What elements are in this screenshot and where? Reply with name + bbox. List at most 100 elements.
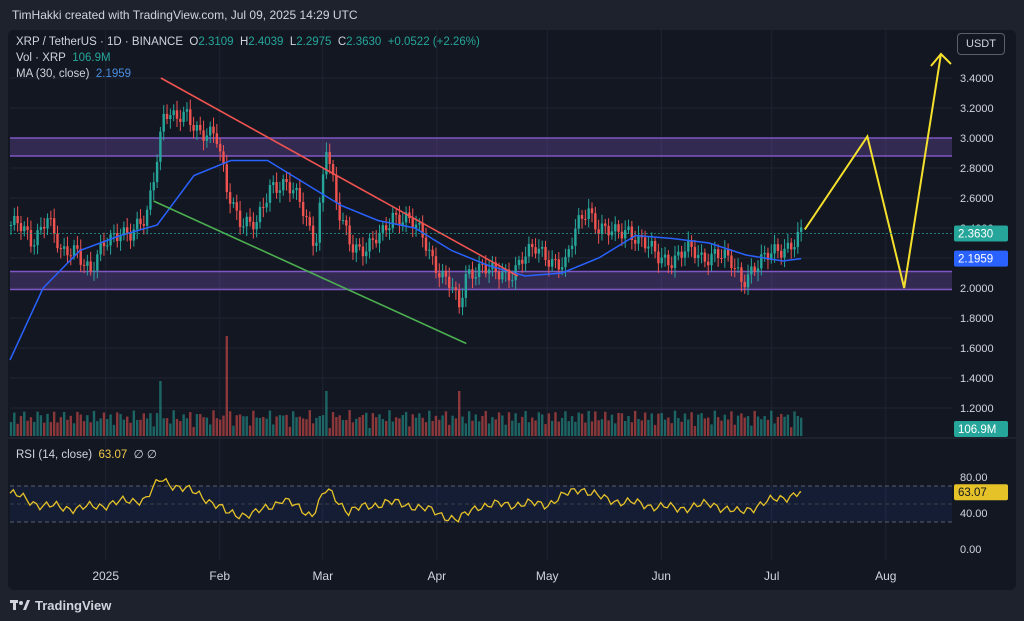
volume-bar <box>428 410 431 436</box>
candle-body <box>687 240 690 252</box>
time-tick-label: Mar <box>312 569 333 583</box>
candle-body <box>760 254 763 269</box>
candle-body <box>19 223 23 232</box>
candle-body <box>524 256 527 264</box>
volume-bar <box>165 418 169 436</box>
last-price-label: 2.3630 <box>958 229 993 241</box>
ma-label: MA (30, close) <box>16 68 90 80</box>
volume-bar <box>175 418 179 436</box>
rsi-pane <box>9 477 952 523</box>
candle-body <box>414 224 418 229</box>
volume-bar <box>202 417 205 436</box>
candle-body <box>501 272 504 280</box>
volume-bar <box>471 420 474 436</box>
candle-body <box>550 259 554 267</box>
volume-bar <box>746 416 750 436</box>
candle-body <box>212 126 215 134</box>
candle-body <box>418 222 421 225</box>
volume-bar <box>448 424 451 436</box>
candle-body <box>135 218 139 230</box>
candle-body <box>142 224 145 226</box>
candle-body <box>746 274 750 288</box>
volume-bar <box>524 411 527 436</box>
legend-symbol: XRP / TetherUS · 1D · BINANCE O2.3109 H2… <box>16 36 480 48</box>
open-value: 2.3109 <box>198 36 234 48</box>
volume-bar <box>570 416 574 436</box>
candle-body <box>531 243 534 248</box>
candle-body <box>527 243 531 257</box>
volume-bar <box>394 417 398 436</box>
candle-body <box>537 248 541 254</box>
volume-bar <box>597 420 600 436</box>
candle-body <box>205 135 209 141</box>
volume-bar <box>301 418 305 436</box>
volume-bar <box>381 419 385 436</box>
candle-body <box>365 251 368 257</box>
volume-bar <box>205 417 209 436</box>
candle-body <box>703 252 707 262</box>
volume-bar <box>96 421 99 436</box>
volume-bar <box>750 425 753 436</box>
time-tick-label: May <box>536 569 559 583</box>
candle-body <box>667 254 670 266</box>
candle-body <box>172 110 175 116</box>
volume-bar <box>338 415 341 436</box>
candle-body <box>258 206 262 223</box>
volume-bar <box>62 411 66 436</box>
volume-bar <box>723 414 726 436</box>
volume-bar <box>169 423 172 436</box>
candle-body <box>165 113 169 119</box>
price-tick-label: 3.4000 <box>960 73 994 85</box>
currency-button[interactable]: USDT <box>957 33 1005 55</box>
volume-bar <box>424 422 428 436</box>
projection-path <box>803 53 942 289</box>
chart-panel[interactable] <box>8 30 1016 590</box>
candle-body <box>331 163 335 175</box>
volume-bar <box>677 417 680 436</box>
volume-bar <box>617 412 620 436</box>
price-tick-label: 2.6000 <box>960 193 994 205</box>
candle-body <box>700 252 703 255</box>
volume-bar <box>82 421 86 436</box>
volume-bar <box>388 410 391 436</box>
candle-body <box>358 244 361 247</box>
candle-body <box>477 263 481 277</box>
volume-bar <box>155 413 159 436</box>
candle-body <box>195 124 199 131</box>
candle-body <box>235 202 238 211</box>
candle-body <box>793 247 796 250</box>
candle-body <box>663 254 667 258</box>
volume-bar <box>209 424 212 436</box>
candle-body <box>182 111 185 122</box>
candle-body <box>378 232 381 244</box>
candle-body <box>92 270 96 272</box>
volume-bar <box>13 412 16 436</box>
volume-bar <box>464 423 468 436</box>
candle-body <box>461 297 464 308</box>
volume-bar <box>102 412 106 436</box>
volume-bar <box>139 419 142 436</box>
candle-body <box>398 214 401 226</box>
volume-bar <box>368 427 371 436</box>
candle-body <box>481 263 484 265</box>
volume-bar <box>29 417 33 436</box>
volume-bars <box>9 336 803 436</box>
volume-bar <box>86 415 89 436</box>
volume-bar <box>182 414 185 436</box>
candle-body <box>56 233 59 249</box>
candle-body <box>301 202 305 216</box>
candle-body <box>647 246 650 249</box>
volume-bar <box>554 412 557 436</box>
candle-body <box>152 182 155 191</box>
ma-price-label: 2.1959 <box>958 254 993 266</box>
volume-bar <box>404 411 408 436</box>
volume-bar <box>564 411 567 436</box>
volume-bar <box>391 421 394 436</box>
volume-bar <box>454 418 458 436</box>
candle-body <box>26 226 29 231</box>
candle-body <box>86 261 89 266</box>
tradingview-brand[interactable]: TradingView <box>10 598 111 613</box>
trendlines <box>153 77 519 345</box>
volume-bar <box>643 412 647 436</box>
